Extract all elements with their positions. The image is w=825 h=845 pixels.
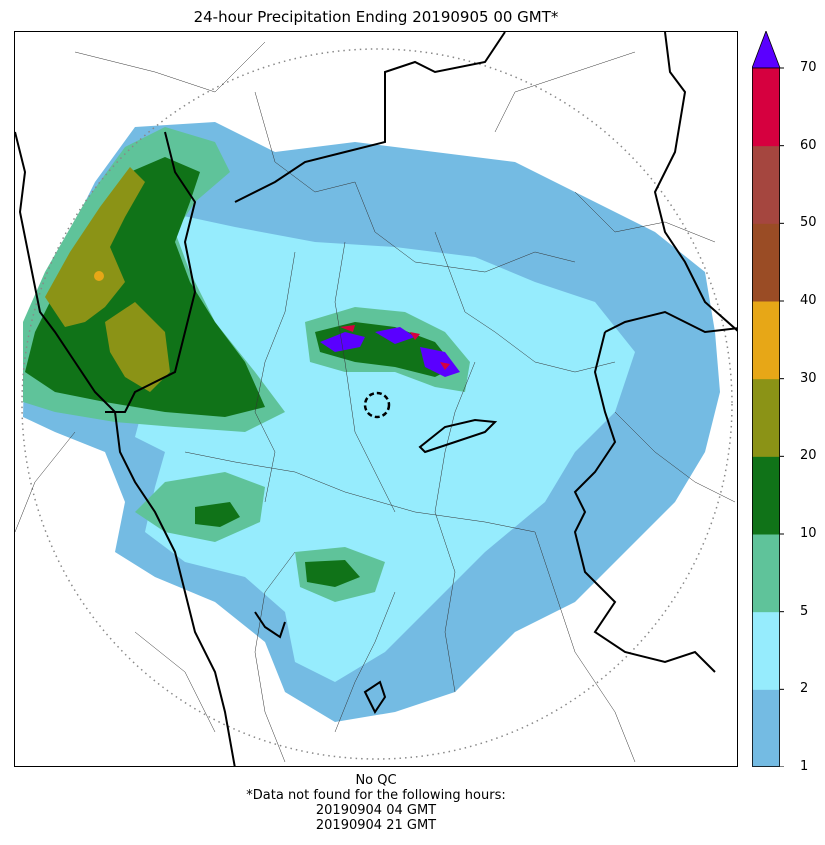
colorbar-segment-6 bbox=[752, 301, 780, 380]
radar-map bbox=[14, 31, 738, 767]
colorbar-segment-3 bbox=[752, 534, 780, 613]
precip-area-10-20-south bbox=[195, 502, 360, 587]
colorbar-tick-label: 2 bbox=[800, 681, 809, 697]
state-boundaries bbox=[15, 32, 737, 766]
precip-band-heavy bbox=[320, 327, 460, 377]
precipitation-field bbox=[15, 32, 737, 766]
missing-hour-1: 20190904 04 GMT bbox=[315, 803, 437, 818]
colorbar-segment-1 bbox=[752, 689, 780, 767]
colorbar-tick-label: 5 bbox=[800, 603, 809, 619]
colorbar-tick-label: 1 bbox=[800, 759, 809, 774]
radar-site-marker bbox=[363, 391, 391, 419]
missing-hour-2: 20190904 21 GMT bbox=[315, 818, 437, 833]
colorbar-border bbox=[752, 67, 780, 767]
precip-area-20-30-west bbox=[45, 167, 170, 392]
precip-area-30-40-spot bbox=[94, 271, 104, 281]
colorbar-segment-9 bbox=[752, 68, 780, 147]
colorbar-segment-4 bbox=[752, 456, 780, 535]
colorbar-tick-label: 70 bbox=[800, 60, 817, 75]
missing-data-header: *Data not found for the following hours: bbox=[246, 788, 506, 803]
qc-note: No QC bbox=[355, 773, 397, 788]
colorbar-segment-2 bbox=[752, 611, 780, 690]
precip-area-2-5 bbox=[135, 212, 635, 682]
colorbar-tick-label: 10 bbox=[800, 526, 817, 541]
colorbar-tick-label: 50 bbox=[800, 215, 817, 231]
precip-area-10-20-west bbox=[25, 157, 265, 417]
colorbar bbox=[752, 31, 792, 767]
colorbar-tick-label: 30 bbox=[800, 370, 817, 386]
colorbar-segment-7 bbox=[752, 223, 780, 302]
precip-band-extreme bbox=[340, 325, 450, 370]
colorbar-segment-8 bbox=[752, 145, 780, 224]
colorbar-tick-label: 20 bbox=[800, 448, 817, 464]
map-title: 24-hour Precipitation Ending 20190905 00… bbox=[193, 8, 559, 26]
colorbar-segment-5 bbox=[752, 378, 780, 457]
footnotes: No QC *Data not found for the following … bbox=[14, 773, 738, 833]
colorbar-tick-label: 40 bbox=[800, 293, 817, 308]
colorbar-extend-triangle bbox=[752, 31, 781, 69]
radar-range-ring bbox=[21, 48, 733, 760]
colorbar-graphic bbox=[752, 31, 784, 767]
colorbar-tick-label: 60 bbox=[800, 137, 817, 153]
